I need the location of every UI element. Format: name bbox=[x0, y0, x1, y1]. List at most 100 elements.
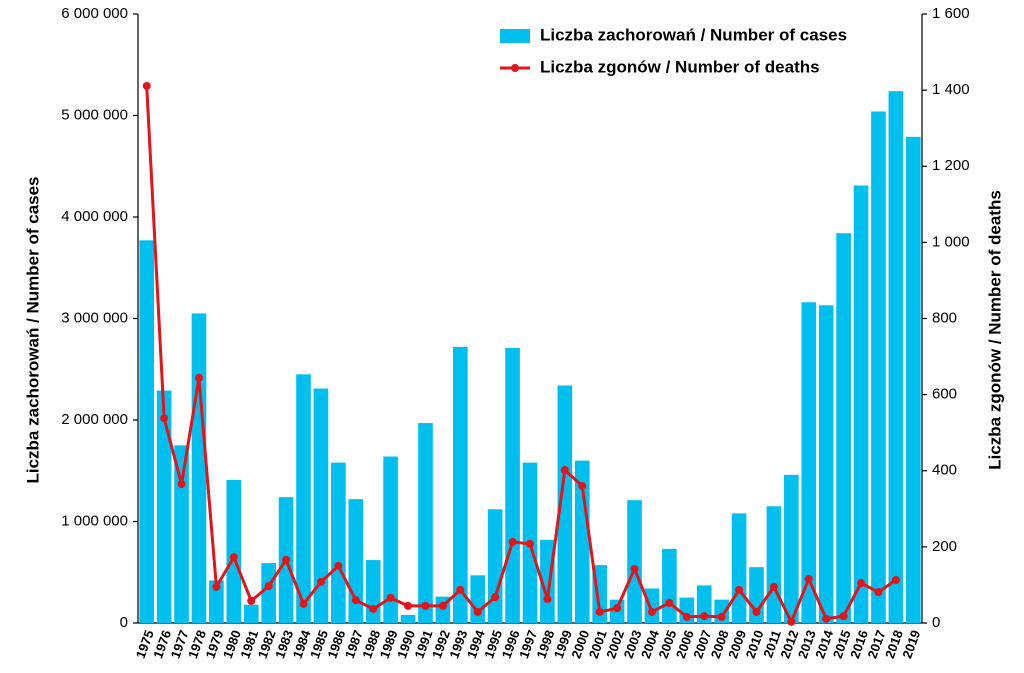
bar bbox=[574, 460, 590, 623]
bar bbox=[696, 585, 712, 623]
y2-tick-label: 1 400 bbox=[932, 81, 970, 98]
legend-label: Liczba zgonów / Number of deaths bbox=[540, 57, 820, 76]
point bbox=[473, 607, 482, 616]
point bbox=[735, 585, 744, 594]
bar bbox=[156, 390, 172, 623]
point bbox=[804, 574, 813, 583]
bar bbox=[191, 313, 207, 623]
point bbox=[752, 607, 761, 616]
bar bbox=[226, 479, 242, 623]
legend-label: Liczba zachorowań / Number of cases bbox=[540, 25, 847, 44]
point bbox=[647, 607, 656, 616]
bar bbox=[766, 506, 782, 623]
y2-tick-label: 800 bbox=[932, 309, 957, 326]
y2-tick-label: 1 000 bbox=[932, 233, 970, 250]
bar bbox=[801, 302, 817, 623]
point bbox=[857, 579, 866, 588]
y-tick-label: 6 000 000 bbox=[61, 5, 128, 22]
bar bbox=[243, 604, 259, 623]
point bbox=[769, 582, 778, 591]
bar bbox=[313, 388, 329, 623]
bar bbox=[452, 346, 468, 623]
bar bbox=[784, 474, 799, 623]
bar bbox=[644, 588, 660, 623]
y2-tick-label: 1 600 bbox=[932, 5, 970, 22]
y2-tick-label: 200 bbox=[932, 538, 957, 555]
point bbox=[682, 612, 691, 621]
line bbox=[145, 85, 897, 626]
bar bbox=[348, 499, 364, 623]
point bbox=[613, 604, 622, 613]
point bbox=[421, 601, 430, 610]
point bbox=[334, 561, 343, 570]
bar bbox=[871, 111, 886, 623]
bar bbox=[209, 580, 224, 623]
point bbox=[508, 537, 517, 546]
bar bbox=[365, 560, 381, 623]
point bbox=[177, 480, 186, 489]
bar bbox=[888, 91, 904, 623]
y-tick-label: 0 bbox=[120, 614, 128, 631]
point bbox=[351, 596, 360, 605]
point bbox=[630, 564, 639, 573]
y-tick-label: 5 000 000 bbox=[61, 106, 128, 123]
point bbox=[665, 598, 674, 607]
bar bbox=[261, 563, 276, 623]
legend-marker bbox=[511, 64, 519, 72]
y-tick-label: 1 000 000 bbox=[61, 512, 128, 529]
point bbox=[839, 612, 848, 621]
bar bbox=[383, 456, 398, 623]
point bbox=[299, 599, 308, 608]
legend-swatch bbox=[500, 29, 530, 43]
point bbox=[369, 604, 378, 613]
point bbox=[282, 555, 291, 564]
point bbox=[229, 553, 238, 562]
point bbox=[456, 585, 465, 594]
bar bbox=[836, 233, 851, 624]
y2-tick-label: 600 bbox=[932, 386, 957, 403]
bar bbox=[662, 548, 677, 623]
bar bbox=[557, 385, 573, 623]
point bbox=[595, 607, 604, 616]
bar bbox=[331, 462, 346, 623]
point bbox=[543, 595, 552, 604]
y2-tick-label: 0 bbox=[932, 614, 940, 631]
y-tick-label: 2 000 000 bbox=[61, 411, 128, 428]
bar bbox=[487, 509, 503, 623]
point bbox=[264, 582, 273, 591]
y2-axis-title: Liczba zgonów / Number of deaths bbox=[985, 190, 1004, 470]
point bbox=[194, 373, 203, 382]
bar bbox=[853, 185, 869, 623]
bar bbox=[418, 423, 433, 623]
bar bbox=[627, 500, 642, 623]
point bbox=[874, 588, 883, 597]
y2-tick-label: 400 bbox=[932, 462, 957, 479]
y2-tick-label: 1 200 bbox=[932, 157, 970, 174]
point bbox=[212, 582, 221, 591]
point bbox=[578, 481, 587, 490]
bar bbox=[400, 614, 416, 623]
point bbox=[247, 596, 256, 605]
point bbox=[316, 577, 325, 586]
bar bbox=[296, 374, 311, 623]
y-axis-title: Liczba zachorowań / Number of cases bbox=[23, 176, 42, 483]
bar bbox=[540, 539, 555, 623]
point bbox=[404, 601, 413, 610]
point bbox=[822, 614, 831, 623]
point bbox=[491, 593, 500, 602]
point bbox=[526, 539, 534, 548]
point bbox=[891, 575, 900, 584]
bar bbox=[905, 136, 921, 623]
point bbox=[438, 601, 447, 610]
point bbox=[787, 617, 796, 626]
bar bbox=[818, 305, 834, 623]
point bbox=[386, 593, 395, 602]
bar bbox=[174, 445, 189, 623]
bar bbox=[505, 347, 520, 623]
point bbox=[717, 612, 726, 621]
point bbox=[160, 414, 169, 423]
bar bbox=[139, 240, 155, 623]
point bbox=[560, 465, 569, 474]
y-tick-label: 3 000 000 bbox=[61, 309, 128, 326]
